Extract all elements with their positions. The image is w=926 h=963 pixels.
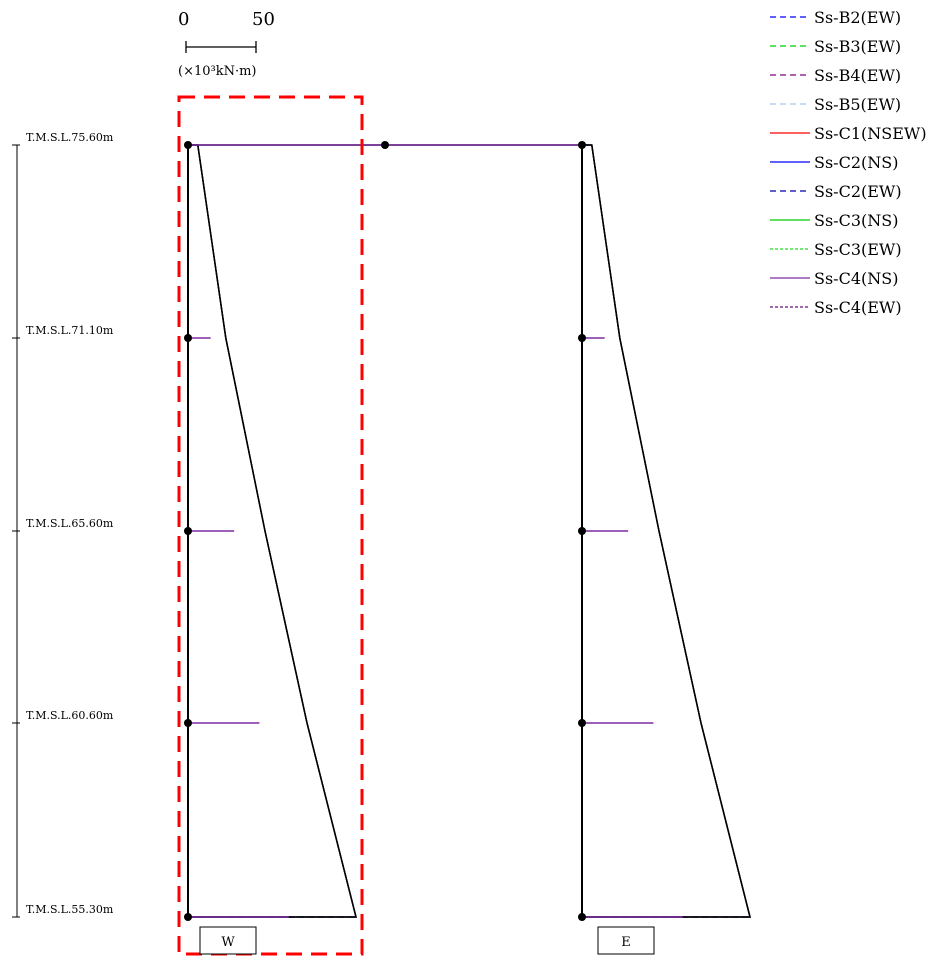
legend-label-3: Ss-B5(EW) <box>814 95 901 114</box>
node <box>578 913 586 921</box>
node <box>578 527 586 535</box>
legend-label-6: Ss-C2(EW) <box>814 182 902 201</box>
node <box>578 141 586 149</box>
frame-structure <box>187 144 583 917</box>
legend-label-9: Ss-C4(NS) <box>814 269 898 288</box>
node <box>184 141 192 149</box>
scale-unit: (×10³kN·m) <box>178 64 257 79</box>
envelope-line-e <box>582 144 752 918</box>
legend-label-0: Ss-B2(EW) <box>814 8 901 27</box>
level-label-3: T.M.S.L.60.60m <box>26 709 114 722</box>
frame-label-w: W <box>199 926 257 955</box>
level-label-4: T.M.S.L.55.30m <box>26 903 114 916</box>
level-label-1: T.M.S.L.71.10m <box>26 324 114 337</box>
scale-tick-0: 0 <box>178 9 189 30</box>
frame-label-w-box <box>199 926 257 955</box>
frame-label-e-text: E <box>621 935 631 950</box>
legend-label-8: Ss-C3(EW) <box>814 240 902 259</box>
legend-label-4: Ss-C1(NSEW) <box>814 124 926 143</box>
highlight-box-w <box>177 95 364 956</box>
node <box>184 527 192 535</box>
scale-bar: 0 50 (×10³kN·m) <box>178 9 275 79</box>
frame-label-e-box <box>597 926 655 955</box>
legend-label-1: Ss-B3(EW) <box>814 37 901 56</box>
nodes <box>184 141 586 921</box>
node <box>184 913 192 921</box>
node <box>578 719 586 727</box>
level-label-2: T.M.S.L.65.60m <box>26 517 114 530</box>
elevation-axis: T.M.S.L.75.60m T.M.S.L.71.10m T.M.S.L.65… <box>12 131 114 918</box>
frame-label-e: E <box>597 926 655 955</box>
plot-e <box>582 144 752 918</box>
frame-label-w-text: W <box>221 935 235 950</box>
scale-tick-50: 50 <box>252 9 275 30</box>
legend: Ss-B2(EW) Ss-B3(EW) Ss-B4(EW) Ss-B5(EW) Ss-C… <box>770 8 926 317</box>
node <box>578 334 586 342</box>
node <box>184 719 192 727</box>
legend-label-7: Ss-C3(NS) <box>814 211 898 230</box>
legend-label-5: Ss-C2(NS) <box>814 153 898 172</box>
level-label-0: T.M.S.L.75.60m <box>26 131 114 144</box>
node <box>381 141 389 149</box>
legend-label-10: Ss-C4(EW) <box>814 298 902 317</box>
legend-label-2: Ss-B4(EW) <box>814 66 901 85</box>
plot-w <box>188 144 358 918</box>
node <box>184 334 192 342</box>
